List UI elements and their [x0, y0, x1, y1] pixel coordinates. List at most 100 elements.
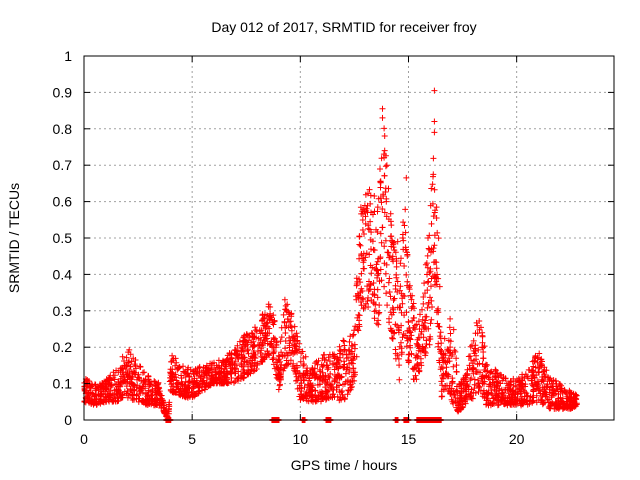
data-point [275, 386, 282, 393]
data-point [549, 400, 556, 407]
data-point [395, 327, 402, 334]
data-point [370, 246, 377, 253]
data-point [449, 351, 456, 358]
x-tick-label: 5 [188, 431, 196, 447]
data-point [168, 381, 175, 388]
data-point [495, 390, 502, 397]
data-point [567, 405, 574, 412]
data-point [330, 387, 337, 393]
data-point [399, 235, 406, 241]
data-point [319, 378, 326, 385]
data-point [316, 366, 323, 373]
data-point [403, 343, 410, 350]
data-point [487, 381, 494, 388]
data-point [471, 381, 478, 388]
data-point [476, 318, 483, 324]
data-point [431, 87, 438, 94]
data-point [403, 174, 410, 181]
data-point [552, 400, 559, 407]
data-point [363, 300, 369, 307]
data-point [542, 374, 549, 381]
data-point [343, 355, 350, 362]
data-point [424, 304, 431, 311]
data-point [329, 361, 336, 368]
data-point [468, 386, 475, 393]
data-point [309, 386, 316, 393]
data-point [93, 391, 100, 398]
x-tick-label: 0 [80, 431, 88, 447]
data-point [374, 294, 381, 301]
data-point [119, 365, 126, 371]
data-point [429, 304, 435, 310]
data-point [470, 347, 477, 354]
data-point [159, 398, 166, 405]
data-point [396, 376, 403, 383]
data-point [538, 396, 545, 403]
data-point [507, 401, 514, 408]
data-point [270, 349, 277, 356]
data-point [424, 252, 431, 259]
data-point [319, 395, 326, 402]
data-point [433, 309, 440, 316]
data-point [381, 283, 388, 290]
data-point [298, 380, 305, 387]
data-point [385, 216, 392, 223]
data-point [107, 394, 114, 401]
data-point [381, 147, 388, 154]
data-point [431, 232, 438, 239]
data-point [282, 345, 289, 352]
data-point [135, 371, 142, 378]
data-point [298, 391, 304, 398]
data-point [362, 213, 369, 220]
data-point [344, 391, 351, 398]
data-point [309, 393, 316, 400]
data-point [118, 379, 125, 386]
data-point [282, 302, 289, 309]
data-point [381, 125, 388, 132]
y-tick-label: 0.3 [53, 303, 73, 319]
data-point [420, 294, 427, 300]
data-point [279, 353, 286, 360]
data-point [436, 333, 443, 340]
data-point [326, 358, 333, 365]
data-point [541, 384, 548, 391]
data-point [375, 270, 382, 277]
data-point [241, 354, 248, 361]
data-point [291, 341, 298, 348]
data-point [213, 374, 220, 381]
data-point [570, 391, 577, 398]
data-point [530, 383, 537, 390]
data-point [381, 209, 388, 216]
data-point [514, 395, 521, 402]
data-point [407, 292, 414, 299]
data-point [278, 334, 285, 341]
data-point [245, 332, 251, 339]
data-point [385, 279, 392, 286]
data-point [450, 387, 457, 394]
data-point [483, 373, 490, 380]
data-point [248, 367, 255, 374]
data-point [378, 277, 385, 284]
data-point [269, 356, 276, 363]
data-point [278, 349, 285, 356]
data-point [157, 396, 163, 403]
data-point [294, 362, 300, 369]
data-point [356, 312, 363, 319]
data-point [139, 398, 146, 405]
data-point [377, 178, 384, 185]
data-point [254, 348, 261, 355]
y-tick-label: 0.4 [53, 266, 73, 282]
x-tick-label: 20 [509, 431, 525, 447]
data-point [233, 347, 240, 354]
data-point [138, 387, 144, 394]
data-point [341, 342, 348, 349]
data-point [347, 382, 354, 389]
data-point [438, 347, 445, 354]
data-point [166, 399, 173, 406]
data-point [228, 375, 235, 381]
data-point [430, 155, 437, 162]
data-point [367, 281, 374, 288]
data-point [286, 319, 293, 325]
data-point [433, 278, 440, 285]
data-point [123, 354, 130, 361]
